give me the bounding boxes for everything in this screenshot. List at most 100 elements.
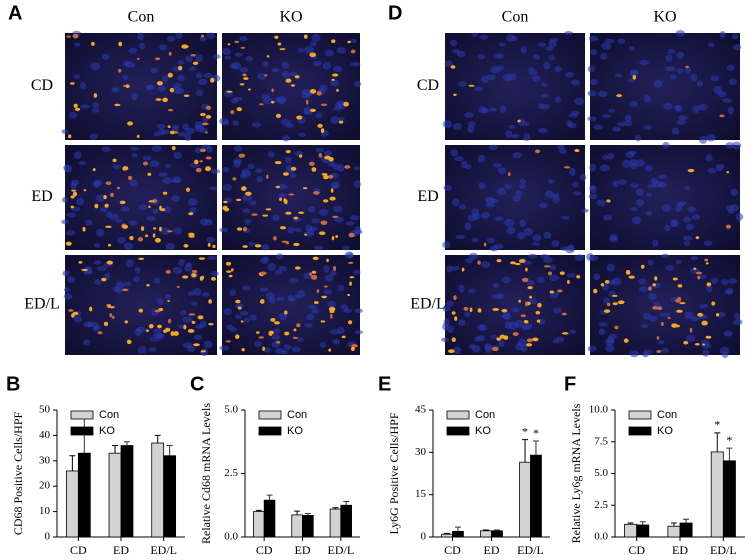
stained-cell [123, 84, 126, 88]
nucleus [442, 241, 451, 249]
nucleus [311, 218, 320, 224]
nucleus [278, 265, 287, 272]
stained-cell [298, 154, 303, 158]
stained-cell [612, 302, 618, 306]
stained-cell [563, 166, 571, 169]
nucleus [159, 44, 168, 51]
nucleus [676, 51, 685, 59]
nucleus [128, 47, 138, 54]
stained-cell [258, 336, 265, 339]
stained-cell [104, 203, 109, 208]
nucleus [330, 116, 340, 124]
nucleus [515, 190, 522, 197]
nucleus [727, 278, 737, 284]
nucleus [515, 342, 523, 351]
nucleus [587, 345, 597, 352]
nucleus [442, 305, 451, 312]
stained-cell [293, 216, 299, 220]
nucleus [116, 281, 125, 290]
stained-cell [270, 317, 276, 322]
stained-cell [97, 331, 103, 335]
nucleus [267, 262, 276, 271]
nucleus [268, 296, 276, 304]
nucleus [658, 174, 667, 180]
nucleus [297, 290, 305, 298]
nucleus [663, 102, 673, 110]
nucleus [203, 72, 213, 78]
nucleus [564, 30, 574, 36]
nucleus [683, 216, 692, 223]
nucleus [340, 304, 349, 311]
stained-cell [313, 301, 319, 304]
nucleus [605, 338, 615, 346]
stained-cell [239, 83, 245, 86]
nucleus [598, 322, 608, 327]
stained-cell [561, 312, 567, 316]
nucleus [559, 148, 567, 154]
nucleus [342, 245, 350, 251]
stained-cell [182, 275, 189, 279]
stained-cell [687, 168, 695, 173]
nucleus [456, 50, 466, 58]
stained-cell [316, 289, 320, 293]
nucleus [477, 324, 485, 331]
nucleus [727, 106, 734, 115]
nucleus [604, 38, 615, 44]
nucleus [271, 67, 280, 73]
nucleus [92, 107, 100, 113]
nucleus [172, 266, 183, 275]
nucleus [474, 86, 484, 91]
y-tick-label: 2.5 [594, 499, 608, 511]
nucleus [630, 183, 639, 188]
stained-cell [537, 302, 542, 308]
stained-cell [657, 306, 663, 311]
stained-cell [320, 103, 328, 107]
nucleus [653, 301, 661, 307]
nucleus [731, 33, 739, 40]
nucleus [554, 96, 561, 103]
stained-cell [279, 226, 287, 230]
stained-cell [68, 309, 74, 312]
nucleus [350, 62, 361, 67]
stained-cell [236, 107, 242, 112]
nucleus [61, 129, 69, 134]
error-bar [444, 532, 451, 535]
nucleus [242, 208, 251, 214]
stained-cell [101, 277, 107, 282]
nucleus [83, 321, 93, 328]
legend-swatch [446, 410, 470, 420]
column-header: Con [502, 9, 529, 26]
nucleus [548, 40, 557, 48]
nucleus [548, 54, 556, 61]
stained-cell [330, 188, 334, 193]
nucleus [532, 234, 542, 242]
bar [120, 445, 134, 538]
nucleus [471, 213, 481, 221]
nucleus [446, 265, 454, 273]
nucleus [526, 280, 535, 286]
nucleus [601, 42, 612, 50]
stained-cell [205, 115, 212, 119]
nucleus [713, 86, 723, 94]
error-bar [69, 455, 76, 471]
nucleus [177, 74, 185, 82]
nucleus [345, 221, 355, 226]
stained-cell [270, 100, 275, 104]
bar [108, 452, 122, 538]
stained-cell [612, 294, 618, 297]
nucleus [602, 154, 609, 160]
stained-cell [238, 153, 246, 158]
nucleus [199, 320, 207, 328]
stained-cell [167, 230, 173, 233]
stained-cell [168, 108, 174, 112]
nucleus [297, 336, 304, 343]
x-tick-label: CD [70, 543, 87, 557]
nucleus [96, 228, 104, 237]
nucleus [537, 42, 547, 47]
stained-cell [204, 166, 212, 172]
nucleus [657, 339, 665, 345]
nucleus [477, 54, 485, 60]
error-bar [266, 494, 273, 501]
bar [441, 533, 453, 538]
stained-cell [338, 120, 344, 124]
